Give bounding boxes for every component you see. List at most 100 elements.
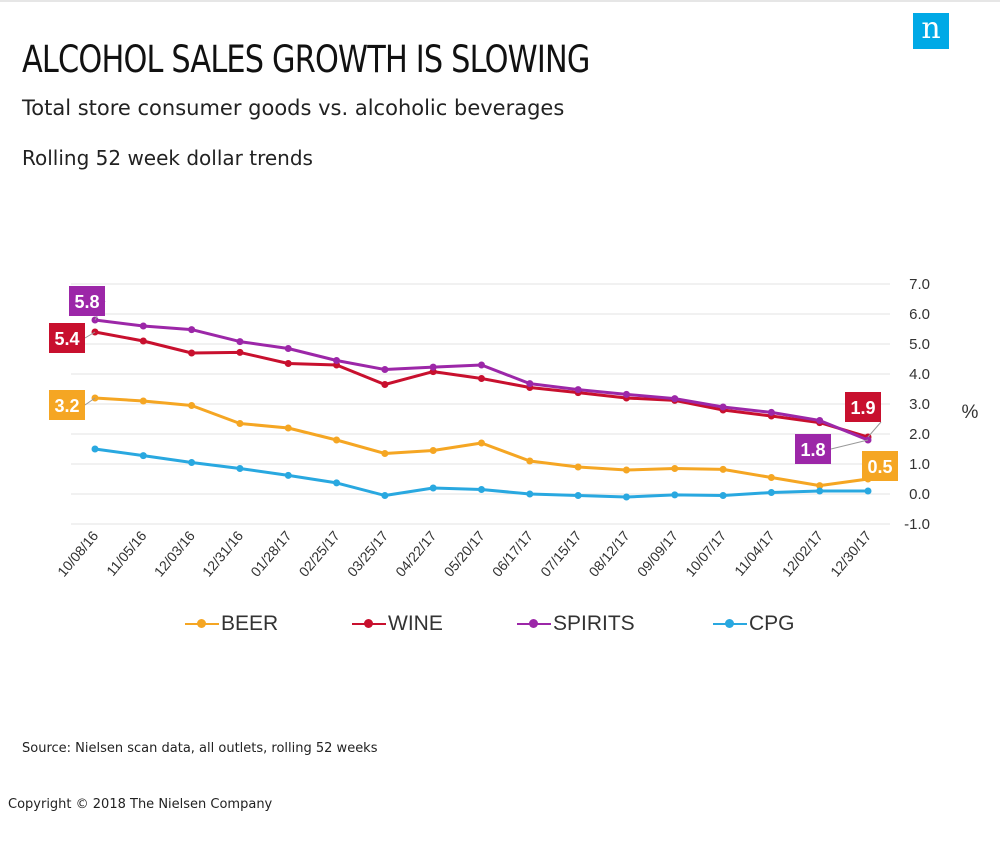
callout-leader [830,439,869,450]
data-point-wine [284,360,292,367]
callout-box-spirits [795,434,831,464]
y-tick-label: 5.0 [909,336,930,353]
data-point-spirits [429,363,437,371]
data-point-cpg [381,492,389,499]
data-point-cpg [767,489,775,496]
callout-leader [84,331,96,339]
legend-label-cpg: CPG [749,612,795,635]
callout-leader [84,397,96,406]
data-point-beer [139,397,147,405]
y-tick-label: 1.0 [909,456,930,473]
legend-swatch-spirits [517,619,551,628]
legend-item-beer: BEER [185,612,278,636]
x-tick-label: 10/08/16 [54,527,101,579]
y-tick-label: 7.0 [909,276,930,293]
data-point-cpg [622,493,630,501]
data-point-wine [381,381,389,388]
legend-label-wine: WINE [388,612,443,635]
x-tick-label: 06/17/17 [489,527,536,579]
data-point-cpg [284,471,292,479]
legend-swatch-beer [185,619,219,628]
data-point-beer [622,466,630,474]
x-tick-label: 08/12/17 [585,527,632,579]
x-tick-label: 11/05/16 [103,527,150,578]
x-tick-label: 09/09/17 [634,527,681,579]
data-point-beer [381,450,389,457]
callout-leader [867,421,882,438]
data-point-beer [333,436,341,444]
x-tick-label: 12/02/17 [779,527,826,579]
data-point-beer [236,420,244,427]
x-tick-label: 02/25/17 [296,527,343,579]
y-tick-label: 6.0 [909,306,930,323]
y-tick-label: -1.0 [904,516,930,533]
legend-item-wine: WINE [352,612,443,636]
data-point-spirits [333,357,341,364]
y-tick-label: 3.0 [909,396,930,413]
x-tick-label: 12/03/16 [151,527,198,579]
y-axis-label: % [962,402,979,423]
line-chart: 7.06.05.04.03.02.01.00.0-1.0%10/08/16 11/… [49,276,979,580]
data-point-beer [526,457,534,465]
data-point-wine [139,337,147,345]
data-point-cpg [671,491,679,499]
series-line-wine [94,330,869,439]
legend-swatch-wine [352,619,386,628]
data-point-spirits [139,322,147,330]
data-point-beer [478,439,485,447]
data-point-cpg [139,452,147,460]
data-point-spirits [719,403,727,411]
y-tick-label: 4.0 [909,366,930,383]
data-point-spirits [526,380,534,388]
data-point-cpg [816,487,824,495]
callout-box-beer [862,451,898,481]
data-point-beer [719,465,727,473]
data-point-cpg [188,459,196,466]
data-point-spirits [767,408,775,416]
data-point-cpg [333,479,341,487]
page-subtitle: Total store consumer goods vs. alcoholic… [22,96,565,120]
data-point-beer [671,465,679,472]
callout-box-wine [845,392,881,422]
nielsen-logo: n [913,13,949,49]
x-tick-label: 03/25/17 [344,527,391,579]
data-point-cpg [236,465,244,472]
data-point-wine [188,349,196,357]
data-point-cpg [574,492,582,499]
data-point-beer [284,424,292,432]
legend-label-beer: BEER [221,612,279,635]
data-point-spirits [381,366,389,373]
data-point-beer [574,463,582,471]
data-point-cpg [429,484,437,492]
x-tick-label: 12/31/16 [199,527,246,579]
x-tick-label: 01/28/17 [247,527,294,579]
data-label-spirits: 1.8 [800,440,825,460]
x-tick-label: 04/22/17 [392,527,439,579]
data-point-cpg [478,486,485,493]
data-point-beer [816,482,824,490]
data-point-spirits [188,326,196,334]
callout-box-spirits [69,286,105,316]
x-tick-label: 05/20/17 [441,527,488,579]
top-rule [0,0,1000,2]
chart-legend: BEER WINE SPIRITS CPG [0,612,1000,642]
data-label-wine: 1.9 [850,398,875,418]
callout-box-wine [49,323,85,353]
legend-item-spirits: SPIRITS [517,612,635,636]
data-point-spirits [622,390,630,398]
data-point-spirits [816,417,824,424]
x-tick-label: 07/15/17 [537,527,584,579]
data-point-spirits [284,345,292,352]
data-point-cpg [91,445,99,453]
data-point-beer [429,447,437,454]
data-point-wine [478,375,485,382]
data-point-spirits [574,386,582,394]
source-note: Source: Nielsen scan data, all outlets, … [22,741,378,756]
data-point-wine [236,348,244,356]
data-label-wine: 5.4 [54,329,79,349]
x-tick-label: 12/30/17 [827,527,874,579]
y-tick-label: 0.0 [909,486,930,503]
x-tick-label: 10/07/17 [682,527,729,579]
data-label-beer: 3.2 [54,396,79,416]
callout-box-beer [49,390,85,420]
